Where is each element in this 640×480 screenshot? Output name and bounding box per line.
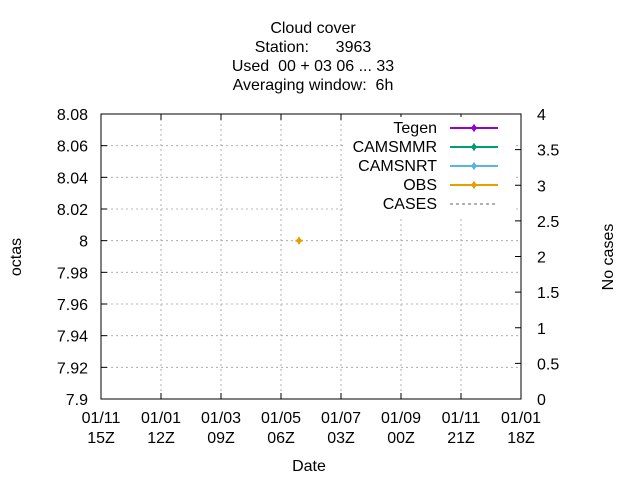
y-tick-label: 8.06 (57, 139, 88, 156)
y-tick-label: 7.92 (57, 360, 88, 377)
grid (101, 114, 521, 399)
y-tick-label: 7.98 (57, 265, 88, 282)
y2-ticks: 0 0.5 1 1.5 2 2.5 3 3.5 4 (515, 107, 559, 409)
y-tick-label: 8.04 (57, 170, 88, 187)
data-point-dot (296, 238, 302, 244)
plot-border (100, 113, 522, 400)
y2-tick-label: 4 (537, 107, 546, 124)
legend-label: CAMSMMR (353, 139, 437, 156)
legend-item-cases: CASES (383, 196, 498, 213)
legend-swatch-dot (471, 125, 477, 131)
chart-title: Cloud cover Station: 3963 Used 00 + 03 0… (232, 20, 394, 94)
x-tick-label-hour: 03Z (327, 430, 355, 447)
x-tick-label-hour: 09Z (207, 430, 235, 447)
legend-swatch-dot (471, 182, 477, 188)
legend-item-obs: OBS (403, 177, 498, 194)
y2-axis-label: No cases (600, 224, 617, 291)
y2-tick-label: 2.5 (537, 214, 559, 231)
x-axis-label: Date (292, 458, 326, 475)
y-tick-label: 8.02 (57, 202, 88, 219)
x-tick-label-hour: 12Z (147, 430, 175, 447)
legend-swatch-dot (471, 144, 477, 150)
y-axis-label: octas (8, 238, 25, 276)
x-tick-label-date: 01/09 (381, 410, 421, 427)
legend-label: CAMSNRT (358, 158, 437, 175)
y2-tick-label: 1.5 (537, 285, 559, 302)
x-tick-label-date: 01/07 (321, 410, 361, 427)
x-tick-label-date: 01/01 (501, 410, 541, 427)
title-line-1: Cloud cover (270, 20, 356, 37)
data-point-obs (295, 237, 303, 245)
x-tick-label-date: 01/05 (261, 410, 301, 427)
x-tick-label-date: 01/01 (141, 410, 181, 427)
y-tick-label: 7.94 (57, 329, 88, 346)
legend-item-camsmmr: CAMSMMR (353, 139, 498, 156)
y2-tick-label: 2 (537, 250, 546, 267)
y-ticks: 7.9 7.92 7.94 7.96 7.98 8 8.02 8.04 8.06 8.08 (57, 107, 107, 409)
x-tick-label-hour: 18Z (507, 430, 535, 447)
y2-tick-label: 1 (537, 321, 546, 338)
legend: Tegen CAMSMMR CAMSNRT OBS CASES (345, 117, 515, 216)
x-tick-label-hour: 15Z (87, 430, 115, 447)
y2-tick-label: 3 (537, 178, 546, 195)
y-tick-label: 8.08 (57, 107, 88, 124)
x-tick-label-hour: 00Z (387, 430, 415, 447)
x-tick-label-hour: 21Z (447, 430, 475, 447)
y2-tick-label: 0 (537, 392, 546, 409)
legend-label: CASES (383, 196, 437, 213)
legend-label: Tegen (393, 120, 437, 137)
x-tick-label-hour: 06Z (267, 430, 295, 447)
y-tick-label: 7.9 (66, 392, 88, 409)
legend-label: OBS (403, 177, 437, 194)
series-points (295, 237, 303, 245)
y2-tick-label: 0.5 (537, 356, 559, 373)
title-line-2: Station: 3963 (255, 39, 372, 56)
y2-tick-label: 3.5 (537, 143, 559, 160)
x-tick-label-date: 01/03 (201, 410, 241, 427)
legend-item-tegen: Tegen (393, 120, 498, 137)
y-tick-label: 8 (79, 234, 88, 251)
x-ticks: 01/11 15Z 01/01 12Z 01/03 09Z 01/05 06Z 01/07 03Z… (82, 114, 541, 447)
legend-swatch-dot (471, 163, 477, 169)
x-tick-label-date: 01/11 (442, 410, 481, 427)
legend-item-camsnrt: CAMSNRT (358, 158, 498, 175)
y-tick-label: 7.96 (57, 297, 88, 314)
title-line-4: Averaging window: 6h (233, 77, 394, 94)
x-tick-label-date: 01/11 (82, 410, 121, 427)
title-line-3: Used 00 + 03 06 ... 33 (232, 58, 394, 75)
